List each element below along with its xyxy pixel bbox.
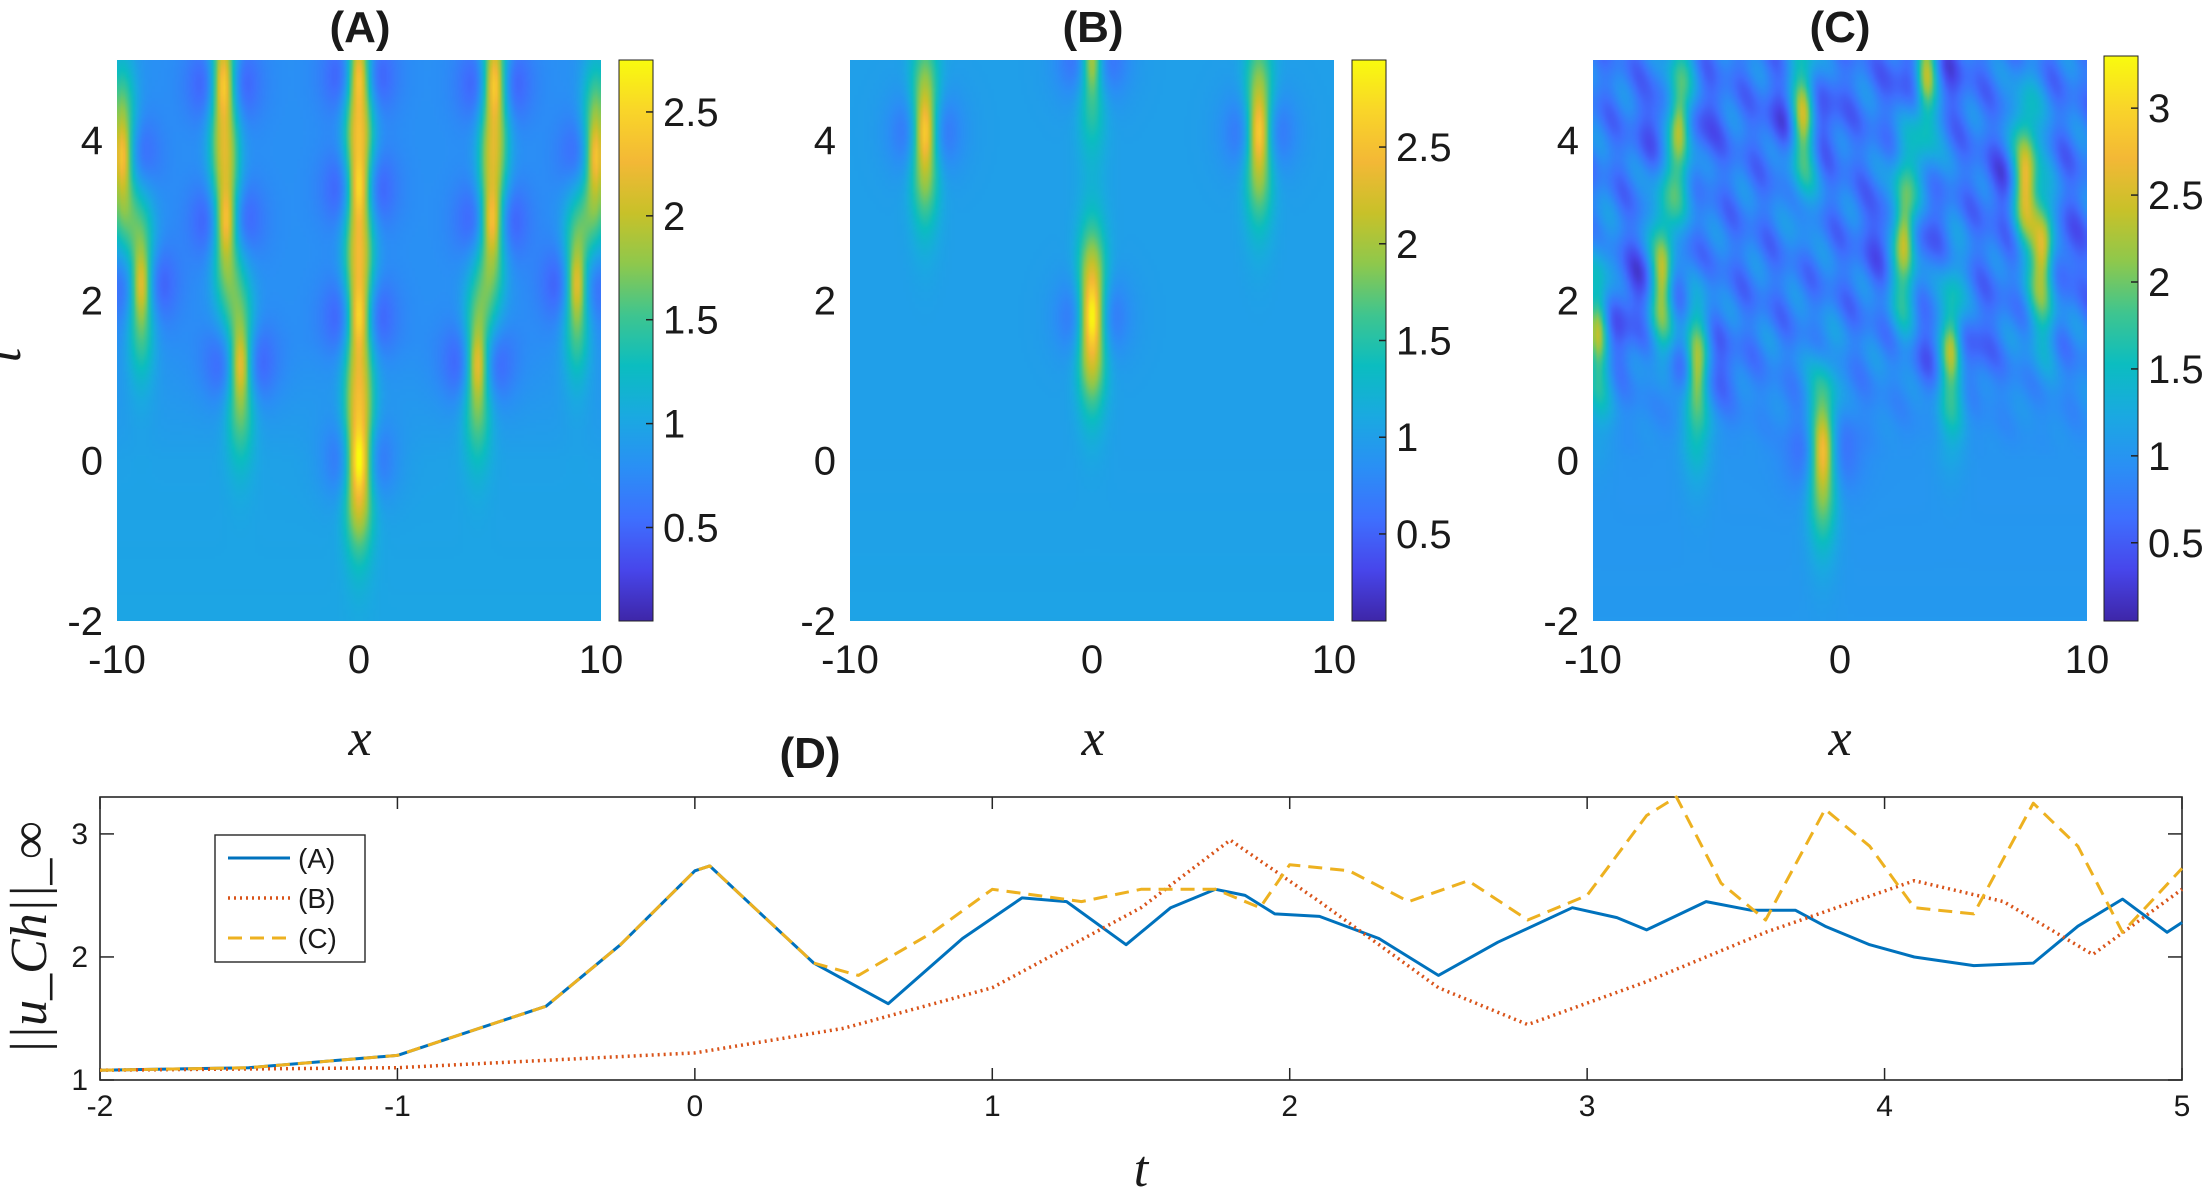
- colorbar-tick-label: 2.5: [2148, 174, 2204, 218]
- colorbar-ticks-b: 0.5 1 1.5 2 2.5: [1379, 126, 1452, 557]
- colorbar-tick-label: 1.5: [663, 299, 719, 343]
- panel-title-a: (A): [329, 3, 390, 52]
- line-panel-d: (D) -2 -1 0 1 2 3 4 5 1 2 3 (A) (B) (C) ||u_Ch||_∞…: [1, 729, 2190, 1196]
- series-line-c: [99, 795, 2184, 1072]
- x-ticks-a: -10 0 10: [88, 638, 623, 682]
- heatmap-image-a: [117, 60, 601, 621]
- colorbar-c: [2103, 55, 2139, 622]
- x-tick-label: 10: [2065, 638, 2110, 682]
- x-axis-label-c: x: [1827, 710, 1851, 767]
- y-axis-label-a: t: [0, 346, 32, 362]
- y-ticks-b: -2 0 2 4: [800, 119, 836, 644]
- colorbar-tick-label: 1.5: [2148, 348, 2204, 392]
- x-tick-label: -10: [1564, 638, 1622, 682]
- x-tick-label: 10: [1312, 638, 1357, 682]
- y-tick-label: -2: [67, 600, 103, 644]
- x-axis-label-a: x: [347, 710, 371, 767]
- y-tick-label: 0: [1557, 440, 1579, 484]
- legend-label-a: (A): [298, 843, 335, 874]
- heatmap-panel-a: (A) 0.5 1 1.5 2 2.5 -2 0 2 4 -10 0 10 t x: [0, 3, 719, 767]
- x-tick-label: -10: [821, 638, 879, 682]
- y-tick-label: 2: [814, 279, 836, 323]
- x-tick-label: 0: [348, 638, 370, 682]
- heatmap-panel-c: (C) 0.5 1 1.5 2 2.5 3 -2 0 2 4 -10 0 10 x: [1543, 3, 2203, 767]
- y-ticks-a: -2 0 2 4: [67, 119, 103, 644]
- y-tick-label: 0: [81, 440, 103, 484]
- y-tick-label: 0: [814, 440, 836, 484]
- panel-title-b: (B): [1062, 3, 1123, 52]
- colorbar-tick-label: 2.5: [1396, 126, 1452, 170]
- d-series-lines: [99, 795, 2184, 1072]
- colorbar-tick-label: 1: [663, 403, 685, 447]
- y-tick-label: -2: [800, 600, 836, 644]
- colorbar-tick-label: 0.5: [1396, 513, 1452, 557]
- line-plot-frame: [99, 796, 2183, 1081]
- panel-title-c: (C): [1809, 3, 1870, 52]
- x-tick-label: -2: [87, 1090, 114, 1123]
- y-tick-label: 4: [814, 119, 836, 163]
- y-tick-label: 1: [71, 1064, 88, 1097]
- x-tick-label: 3: [1579, 1090, 1596, 1123]
- x-tick-label: 2: [1281, 1090, 1298, 1123]
- heatmap-image-c: [1593, 60, 2087, 621]
- x-ticks-b: -10 0 10: [821, 638, 1356, 682]
- colorbar-tick-label: 2: [1396, 223, 1418, 267]
- y-ticks-c: -2 0 2 4: [1543, 119, 1579, 644]
- x-tick-label: 0: [1829, 638, 1851, 682]
- x-tick-label: 10: [579, 638, 624, 682]
- y-axis-label-d: ||u_Ch||_∞: [1, 822, 58, 1055]
- y-tick-label: 3: [71, 818, 88, 851]
- colorbar-tick-label: 1: [2148, 435, 2170, 479]
- heatmap-panel-b: (B) 0.5 1 1.5 2 2.5 -2 0 2 4 -10 0 10 x: [800, 3, 1451, 767]
- panel-title-d: (D): [779, 729, 840, 778]
- colorbar-ticks-c: 0.5 1 1.5 2 2.5 3: [2131, 87, 2204, 566]
- x-axis-label-d: t: [1134, 1141, 1150, 1196]
- series-line-b: [99, 838, 2184, 1072]
- x-tick-label: -10: [88, 638, 146, 682]
- y-tick-label: 2: [1557, 279, 1579, 323]
- legend: (A) (B) (C): [214, 834, 366, 963]
- y-tick-label: 2: [71, 941, 88, 974]
- y-tick-label: -2: [1543, 600, 1579, 644]
- colorbar-tick-label: 2: [2148, 261, 2170, 305]
- colorbar-tick-label: 1: [1396, 416, 1418, 460]
- y-tick-label: 2: [81, 279, 103, 323]
- x-tick-label: -1: [384, 1090, 411, 1123]
- x-axis-label-b: x: [1080, 710, 1104, 767]
- x-tick-label: 0: [1081, 638, 1103, 682]
- legend-label-b: (B): [298, 883, 335, 914]
- d-axis-ticks: -2 -1 0 1 2 3 4 5 1 2 3: [71, 797, 2190, 1123]
- colorbar-ticks-a: 0.5 1 1.5 2 2.5: [646, 91, 719, 551]
- colorbar-tick-label: 2: [663, 195, 685, 239]
- colorbar-tick-label: 3: [2148, 87, 2170, 131]
- heatmap-image-b: [850, 60, 1334, 621]
- y-tick-label: 4: [1557, 119, 1579, 163]
- x-tick-label: 0: [687, 1090, 704, 1123]
- x-tick-label: 4: [1876, 1090, 1893, 1123]
- colorbar-a: [618, 59, 654, 622]
- colorbar-tick-label: 2.5: [663, 91, 719, 135]
- colorbar-tick-label: 0.5: [2148, 522, 2204, 566]
- x-tick-label: 5: [2174, 1090, 2191, 1123]
- x-ticks-c: -10 0 10: [1564, 638, 2109, 682]
- legend-label-c: (C): [298, 923, 337, 954]
- colorbar-tick-label: 0.5: [663, 507, 719, 551]
- y-tick-label: 4: [81, 119, 103, 163]
- colorbar-tick-label: 1.5: [1396, 320, 1452, 364]
- x-tick-label: 1: [984, 1090, 1001, 1123]
